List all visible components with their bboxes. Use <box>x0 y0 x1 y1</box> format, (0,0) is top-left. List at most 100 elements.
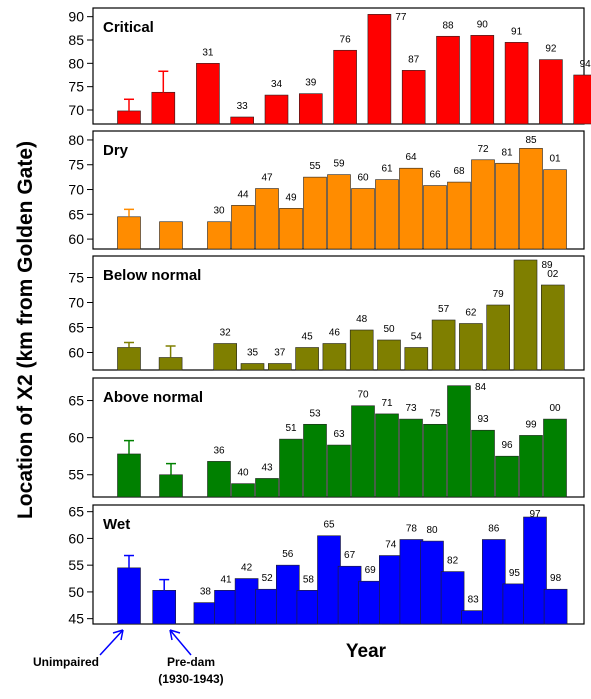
bar-label: 97 <box>529 509 541 520</box>
bar <box>231 205 255 250</box>
y-tick-label: 65 <box>68 320 84 336</box>
bar <box>423 423 447 498</box>
bar <box>573 74 591 125</box>
y-tick-label: 80 <box>68 132 84 148</box>
bar <box>303 423 327 498</box>
bar <box>193 602 218 625</box>
bar <box>279 208 303 250</box>
bar-label: 47 <box>261 173 273 184</box>
bar-label: 81 <box>501 147 513 158</box>
bar-label: 65 <box>323 520 335 531</box>
unimpaired-arrow <box>99 629 124 656</box>
bar <box>423 185 447 250</box>
bar <box>539 59 563 125</box>
bar <box>230 116 254 125</box>
bar-label: 98 <box>550 573 562 584</box>
x-axis-label: Year <box>346 641 387 662</box>
bar-label: 62 <box>465 308 477 319</box>
bar <box>471 159 495 250</box>
bar <box>240 363 265 371</box>
bar-label: 43 <box>261 462 273 473</box>
bar <box>117 216 141 250</box>
bar <box>234 578 259 625</box>
unimpaired-arrowhead <box>112 629 124 641</box>
bar-label: 49 <box>285 192 297 203</box>
bar <box>196 63 220 125</box>
bar <box>543 588 568 625</box>
bar-label: 34 <box>271 79 283 90</box>
bar <box>207 221 231 250</box>
bar <box>440 571 465 625</box>
y-tick-label: 80 <box>68 55 84 71</box>
bar-label: 63 <box>333 429 345 440</box>
bar-label: 44 <box>237 189 249 200</box>
bar-label: 36 <box>213 445 225 456</box>
bar <box>327 174 351 250</box>
bar-label: 83 <box>468 595 480 606</box>
bar-label: 90 <box>477 19 489 30</box>
bar-label: 32 <box>220 328 232 339</box>
bar <box>267 363 292 371</box>
bar <box>495 455 519 498</box>
bar-label: 45 <box>302 332 314 343</box>
bar-label: 61 <box>381 164 393 175</box>
bar-label: 58 <box>303 574 315 585</box>
bar <box>275 564 300 625</box>
bar-label: 42 <box>241 563 253 574</box>
bar-label: 35 <box>247 348 259 359</box>
panel-title: Dry <box>103 142 129 159</box>
panel-below-normal: Below normal 60 65 70 75 32 35 37 45 46 48 50 54 57 62… <box>68 255 585 371</box>
y-tick-label: 65 <box>68 504 84 520</box>
bar-label: 86 <box>488 523 500 534</box>
bar-label: 51 <box>285 423 297 434</box>
bar <box>327 444 351 498</box>
bar-label: 46 <box>329 328 341 339</box>
bar-label: 00 <box>549 403 561 414</box>
panel-title: Wet <box>103 516 130 533</box>
bar <box>351 405 375 498</box>
bar <box>447 385 471 498</box>
y-axis-label: Location of X2 (km from Golden Gate) <box>14 141 37 519</box>
bar-label: 82 <box>447 556 459 567</box>
bar-label: 77 <box>395 12 407 23</box>
bar-label: 37 <box>274 348 286 359</box>
bar-label: 59 <box>333 159 345 170</box>
bar <box>255 478 279 498</box>
annotation-unimpaired: Unimpaired <box>33 655 99 669</box>
bar <box>461 610 486 625</box>
y-tick-label: 60 <box>68 530 84 546</box>
bar-label: 93 <box>477 414 489 425</box>
bar-label: 92 <box>545 44 557 55</box>
bar-label: 74 <box>385 540 397 551</box>
bar <box>404 347 429 371</box>
bar <box>543 169 567 250</box>
bar-label: 87 <box>408 54 420 65</box>
bar <box>117 110 141 125</box>
bar <box>151 91 176 125</box>
bar-label: 31 <box>202 47 214 58</box>
y-tick-label: 60 <box>68 430 84 446</box>
bar-label: 40 <box>237 468 249 479</box>
bar <box>207 461 231 498</box>
bar <box>519 148 543 250</box>
panel-title: Above normal <box>103 389 203 406</box>
y-tick-label: 85 <box>68 32 84 48</box>
bar <box>279 438 303 498</box>
bar-label: 69 <box>365 565 377 576</box>
panel-dry: Dry 60 65 70 75 80 30 44 47 49 55 59 60 61 64 66 68 72 81 8… <box>68 130 585 250</box>
y-tick-label: 75 <box>68 157 84 173</box>
bar-label: 80 <box>426 525 438 536</box>
bar-label: 53 <box>309 408 321 419</box>
bar <box>399 167 423 250</box>
y-tick-label: 50 <box>68 584 84 600</box>
bar <box>117 567 141 625</box>
bar <box>481 539 506 625</box>
bar <box>303 176 327 250</box>
bar <box>264 94 289 125</box>
bar <box>296 590 321 625</box>
panel-title: Critical <box>103 19 154 36</box>
bar <box>401 70 426 125</box>
bar-label: 84 <box>475 382 487 393</box>
bar <box>152 590 176 625</box>
